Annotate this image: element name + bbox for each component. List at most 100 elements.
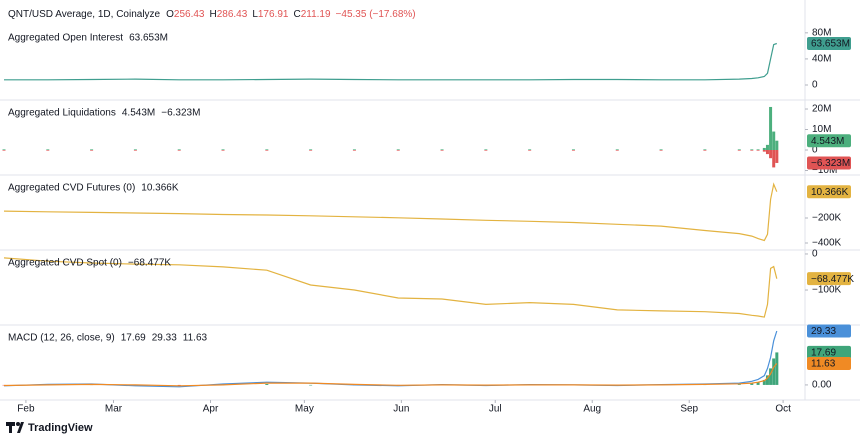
- header-title: QNT/USD Average, 1D, Coinalyze: [8, 9, 161, 20]
- bar: [571, 149, 575, 150]
- bar: [762, 379, 766, 385]
- logo: [6, 422, 24, 433]
- bar: [772, 131, 776, 150]
- bar: [756, 150, 760, 151]
- price-badge-label: 4.543M: [811, 136, 844, 147]
- bar: [659, 149, 663, 150]
- line-series: [3, 257, 778, 318]
- ohlc-key: C: [293, 9, 300, 20]
- bar: [756, 382, 760, 385]
- bar: [46, 149, 50, 150]
- x-tick-label: Aug: [583, 404, 601, 415]
- price-badge-label: 29.33: [811, 326, 836, 337]
- bar: [528, 149, 532, 150]
- bar: [2, 150, 6, 151]
- bar: [90, 149, 94, 150]
- price-badge: [807, 345, 851, 359]
- bar: [769, 368, 773, 385]
- pane-title: Aggregated CVD Futures (0): [8, 183, 135, 194]
- bar: [615, 150, 619, 151]
- bar: [265, 149, 269, 150]
- bar: [309, 384, 313, 386]
- y-tick-label: 10M: [812, 124, 831, 135]
- bar: [775, 352, 779, 385]
- bar: [659, 150, 663, 151]
- bar: [177, 149, 181, 150]
- y-tick-label: 0.00: [812, 380, 832, 391]
- bar: [703, 150, 707, 151]
- bar: [352, 149, 356, 150]
- legend-value: 10.366K: [141, 183, 179, 194]
- bar: [769, 106, 773, 150]
- bar: [765, 150, 769, 155]
- y-tick-label: −400K: [812, 238, 842, 249]
- bar: [2, 149, 6, 150]
- bar: [737, 149, 741, 150]
- legend-value: −68.477K: [128, 258, 171, 269]
- header: QNT/USD Average, 1D, Coinalyze O256.43 H28…: [8, 9, 416, 20]
- legend-value: 17.69: [121, 333, 146, 344]
- y-tick-label: −200K: [812, 213, 842, 224]
- x-tick-label: Mar: [105, 404, 123, 415]
- bar: [775, 140, 779, 150]
- bar: [762, 147, 766, 150]
- price-badge-label: 11.63: [811, 359, 836, 370]
- bar: [440, 150, 444, 151]
- price-badge: [807, 272, 851, 286]
- bar: [221, 149, 225, 150]
- x-tick-label: May: [295, 404, 314, 415]
- bar: [571, 150, 575, 151]
- bar: [309, 149, 313, 150]
- bar: [396, 149, 400, 150]
- ohlc-key: H: [209, 9, 216, 20]
- line-series: [4, 42, 778, 81]
- pane-title: Aggregated CVD Spot (0): [8, 258, 122, 269]
- bar: [309, 150, 313, 151]
- bar: [177, 150, 181, 151]
- x-tick-label: Jun: [393, 404, 409, 415]
- legend-value: 4.543M: [122, 108, 155, 119]
- bar: [750, 383, 754, 385]
- bar: [750, 150, 754, 151]
- bar: [615, 149, 619, 150]
- y-tick-label: 0: [812, 249, 818, 260]
- price-badge-label: −6.323M: [811, 158, 850, 169]
- bar: [484, 150, 488, 151]
- x-tick-label: Sep: [680, 404, 698, 415]
- price-badge: [807, 185, 851, 199]
- bar: [133, 150, 137, 151]
- bar: [737, 384, 741, 385]
- bar: [737, 150, 741, 151]
- price-badge: [807, 134, 851, 148]
- bar: [772, 150, 776, 168]
- bar: [265, 384, 269, 385]
- ohlc-value: 211.19: [301, 9, 331, 20]
- bar: [352, 150, 356, 151]
- bar: [765, 375, 769, 385]
- bar: [133, 149, 137, 150]
- price-badge-label: 17.69: [811, 348, 836, 359]
- bar: [221, 150, 225, 151]
- x-tick-label: Apr: [203, 404, 219, 415]
- y-tick-label: −100K: [812, 285, 842, 296]
- ohlc-key: O: [166, 9, 174, 20]
- bar: [765, 144, 769, 150]
- ohlc-key: L: [252, 9, 258, 20]
- bar: [703, 149, 707, 150]
- pane-title: Aggregated Open Interest: [8, 33, 123, 44]
- price-badge-label: 10.366K: [811, 187, 849, 198]
- legend-value: −6.323M: [161, 108, 200, 119]
- bar: [265, 150, 269, 151]
- pane-title: MACD (12, 26, close, 9): [8, 333, 115, 344]
- bar: [772, 358, 776, 385]
- price-badge: [807, 357, 851, 371]
- pane-title: Aggregated Liquidations: [8, 108, 116, 119]
- legend-value: 63.653M: [129, 33, 168, 44]
- bar: [756, 149, 760, 150]
- bar: [775, 150, 779, 163]
- y-tick-label: 40M: [812, 54, 831, 65]
- price-badge: [807, 36, 851, 50]
- y-tick-label: −10M: [812, 165, 837, 176]
- bar: [484, 149, 488, 150]
- x-tick-label: Feb: [17, 404, 35, 415]
